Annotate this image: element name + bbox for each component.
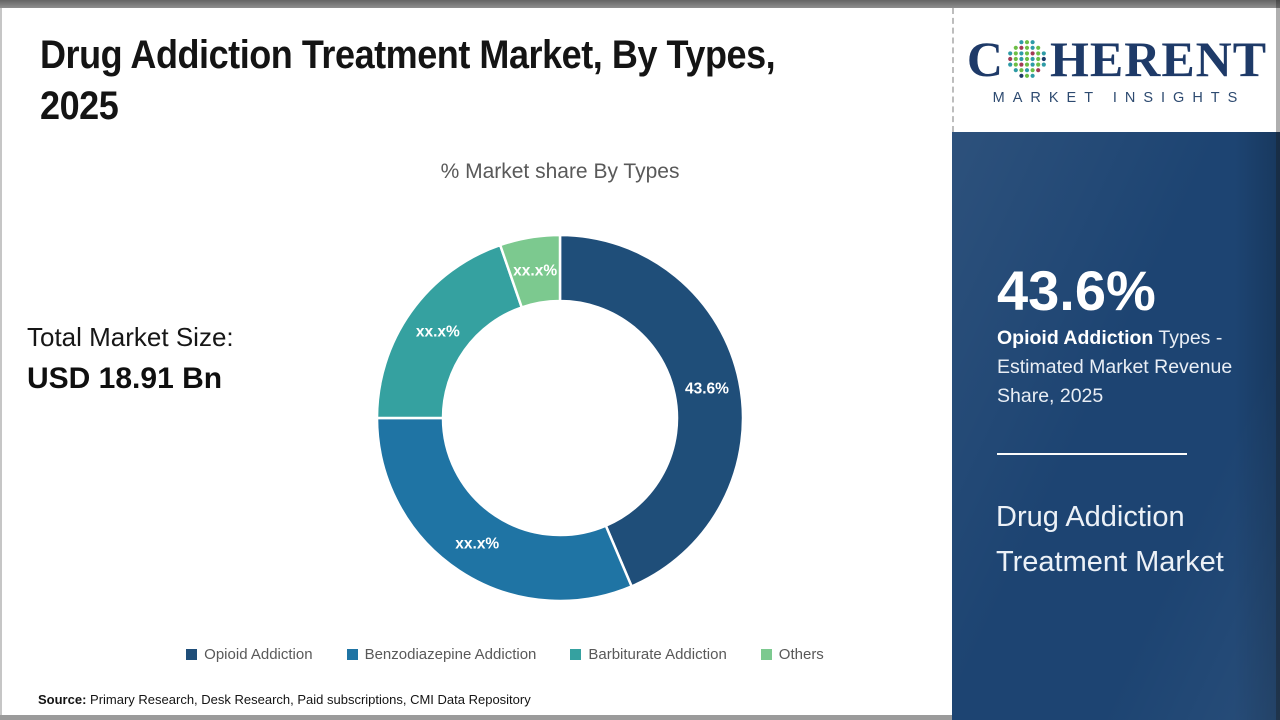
brand-word-end: HERENT — [1049, 31, 1268, 87]
page-title: Drug Addiction Treatment Market, By Type… — [40, 30, 850, 132]
donut-segment-benzodiazepine-addiction — [375, 416, 634, 603]
sidebar-stat-description: Opioid Addiction Types - Estimated Marke… — [997, 324, 1245, 411]
legend-label: Barbiturate Addiction — [588, 646, 727, 663]
legend-swatch — [346, 649, 358, 660]
legend-label: Opioid Addiction — [204, 646, 313, 663]
page-title-line1: Drug Addiction Treatment Market, By Type… — [40, 33, 776, 77]
legend-item-others: Others — [760, 646, 824, 663]
donut-chart-svg: 43.6% xx.x% xx.x% xx.x% — [375, 233, 745, 603]
legend-swatch — [570, 649, 582, 660]
source-text: Primary Research, Desk Research, Paid su… — [86, 692, 531, 707]
legend-swatch — [186, 649, 198, 660]
legend-item-barbiturate-addiction: Barbiturate Addiction — [570, 646, 727, 663]
legend-label: Others — [778, 646, 824, 663]
legend-item-opioid-addiction: Opioid Addiction — [186, 646, 313, 663]
donut-segment-label: xx.x% — [455, 536, 499, 553]
brand-logo: C HERENT — [967, 34, 1267, 84]
source-label: Source: — [38, 692, 87, 707]
source-line: Source: Primary Research, Desk Research,… — [38, 692, 531, 707]
donut-segment-label: xx.x% — [416, 323, 460, 340]
sidebar-divider — [997, 453, 1187, 455]
sidebar-market-name: Drug Addiction Treatment Market — [996, 501, 1224, 578]
brand-word-start: C — [966, 31, 1004, 87]
total-market-size-block: Total Market Size: USD 18.91 Bn — [27, 322, 234, 396]
brand-tagline: MARKET INSIGHTS — [992, 90, 1246, 106]
top-border-bar — [0, 0, 1280, 8]
sidebar-stat-rest: Types - Estimated Market Revenue Share, … — [997, 327, 1233, 407]
page-title-line2: 2025 — [40, 84, 119, 128]
donut-segment-opioid-addiction — [558, 233, 745, 589]
legend-swatch — [760, 649, 772, 660]
donut-chart: 43.6% xx.x% xx.x% xx.x% — [373, 231, 747, 605]
donut-segment-others — [498, 233, 562, 310]
sidebar-panel: 43.6% Opioid Addiction Types - Estimated… — [952, 132, 1280, 720]
sidebar-stat-value: 43.6% — [997, 259, 1156, 322]
brand-logo-area: C HERENT MARKET INSIGHTS — [952, 8, 1280, 132]
bottom-border-bar — [0, 715, 952, 720]
total-market-size-label: Total Market Size: — [27, 322, 234, 352]
legend-label: Benzodiazepine Addiction — [364, 646, 537, 663]
donut-segment-label: 43.6% — [685, 380, 729, 397]
right-border — [1276, 0, 1280, 720]
donut-segment-label: xx.x% — [513, 262, 557, 279]
sidebar-stat-segment-name: Opioid Addiction — [997, 327, 1154, 349]
total-market-size-value: USD 18.91 Bn — [27, 362, 223, 395]
left-border — [0, 8, 2, 720]
chart-title: % Market share By Types — [440, 160, 680, 183]
chart-legend: Opioid Addiction Benzodiazepine Addiction… — [60, 646, 950, 663]
legend-item-benzodiazepine-addiction: Benzodiazepine Addiction — [346, 646, 537, 663]
coherent-globe-icon — [1008, 40, 1046, 78]
